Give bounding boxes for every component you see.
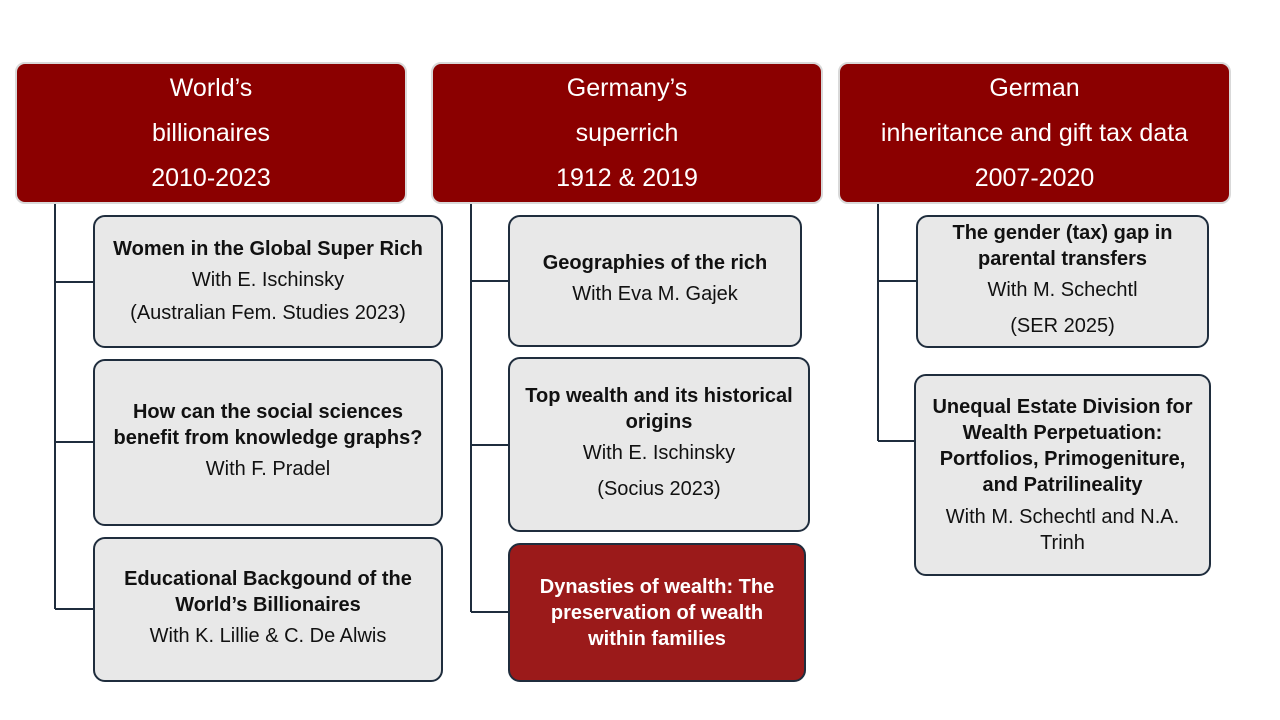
- header-line: Germany’s: [566, 73, 688, 102]
- column-header-3: German inheritance and gift tax data 200…: [838, 62, 1231, 204]
- header-line: billionaires: [151, 118, 271, 147]
- project-card: Educational Backgound of the World’s Bil…: [93, 537, 443, 682]
- project-publication: (Australian Fem. Studies 2023): [130, 301, 406, 324]
- project-collaborators: With E. Ischinsky: [191, 268, 345, 291]
- project-card: Top wealth and its historical origins Wi…: [508, 357, 810, 532]
- project-title: How can the social sciences benefit from…: [113, 400, 423, 449]
- project-title: Geographies of the rich: [542, 252, 768, 274]
- project-card: Geographies of the rich With Eva M. Gaje…: [508, 215, 802, 347]
- project-title: The gender (tax) gap in parental transfe…: [952, 221, 1173, 270]
- project-title: Dynasties of wealth: The preservation of…: [539, 575, 775, 650]
- column-header-2: Germany’s superrich 1912 & 2019: [431, 62, 823, 204]
- project-collaborators: With F. Pradel: [205, 457, 331, 480]
- header-line: 1912 & 2019: [556, 163, 698, 192]
- header-line: 2010-2023: [151, 163, 271, 192]
- project-card: Unequal Estate Division for Wealth Perpe…: [914, 374, 1211, 576]
- header-line: World’s: [169, 73, 253, 102]
- project-card: The gender (tax) gap in parental transfe…: [916, 215, 1209, 348]
- project-title: Educational Backgound of the World’s Bil…: [124, 567, 412, 616]
- project-collaborators: With K. Lillie & C. De Alwis: [149, 624, 387, 647]
- header-line: inheritance and gift tax data: [880, 118, 1189, 147]
- project-publication: (SER 2025): [1010, 314, 1115, 337]
- project-collaborators: With M. Schechtl and N.A. Trinh: [945, 506, 1180, 554]
- column-header-1: World’s billionaires 2010-2023: [15, 62, 407, 204]
- project-publication: (Socius 2023): [597, 477, 721, 500]
- project-title: Unequal Estate Division for Wealth Perpe…: [932, 396, 1193, 496]
- project-title: Top wealth and its historical origins: [525, 384, 793, 433]
- project-collaborators: With M. Schechtl: [987, 278, 1138, 301]
- project-title: Women in the Global Super Rich: [113, 237, 423, 260]
- header-line: 2007-2020: [974, 163, 1095, 192]
- header-line: superrich: [575, 118, 679, 147]
- project-card: How can the social sciences benefit from…: [93, 359, 443, 526]
- project-collaborators: With E. Ischinsky: [582, 441, 736, 464]
- project-card-highlighted: Dynasties of wealth: The preservation of…: [508, 543, 806, 682]
- project-collaborators: With Eva M. Gajek: [572, 283, 738, 305]
- header-line: German: [989, 73, 1080, 102]
- project-card: Women in the Global Super Rich With E. I…: [93, 215, 443, 348]
